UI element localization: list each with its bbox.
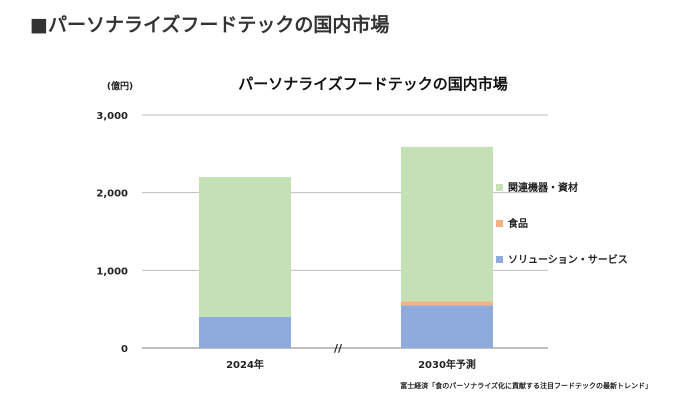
page-heading: ■パーソナライズフードテックの国内市場 [30,14,390,36]
bar-segment [199,316,291,348]
legend-swatch [496,220,503,227]
bar-segment [401,301,493,306]
y-tick-label: 1,000 [96,266,128,277]
legend-label: 関連機器・資材 [508,181,578,194]
axis-break-mark: // [334,342,343,355]
x-category-label: 2024年 [226,358,264,371]
y-axis-ticks: 0 1,000 2,000 3,000 [96,111,128,355]
bar-segment [401,146,493,302]
legend-label: ソリューション・サービス [508,253,628,266]
legend-swatch [496,184,503,191]
chart-title: パーソナライズフードテックの国内市場 [238,75,508,93]
y-axis-unit: (億円) [107,80,133,92]
x-axis-categories: 2024年 2030年予測 [226,358,476,371]
source-note: 富士経済「食のパーソナライズ化に貢献する注目フードテックの最新トレンド」 [400,381,652,390]
y-tick-label: 3,000 [96,111,128,122]
bars [199,146,493,348]
bar-segment [199,177,291,317]
y-tick-label: 2,000 [96,189,128,200]
bar-segment [401,305,493,348]
legend-label: 食品 [507,217,528,230]
x-category-label: 2030年予測 [418,358,476,371]
legend-swatch [496,256,503,263]
y-tick-label: 0 [121,344,128,355]
